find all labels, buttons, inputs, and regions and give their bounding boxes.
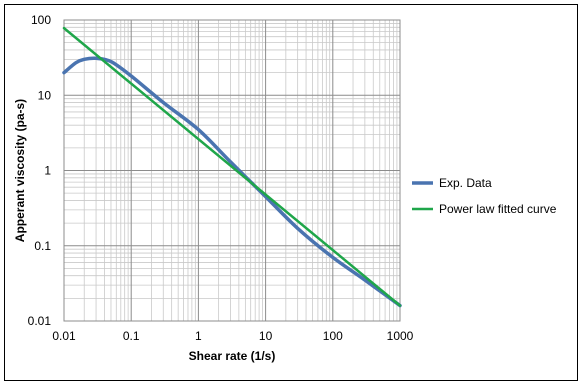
y-tick-label: 1 (44, 164, 51, 178)
x-tick-label: 1000 (387, 329, 414, 343)
series-line-exp-data (62, 56, 402, 308)
x-tick-label: 0.1 (123, 329, 140, 343)
y-axis-title: Apperant viscosity (pa-s) (13, 99, 27, 242)
x-tick-label: 0.01 (52, 329, 76, 343)
y-tick-label: 10 (38, 88, 52, 102)
x-tick-labels: 0.01 0.1 1 10 100 1000 (52, 329, 413, 343)
legend-label: Power law fitted curve (439, 202, 557, 216)
x-tick-label: 1 (195, 329, 202, 343)
series-layer (62, 26, 402, 308)
legend: Exp. Data Power law fitted curve (412, 176, 557, 216)
y-tick-labels: 0.01 0.1 1 10 100 (28, 13, 52, 328)
series-line-power-law-fit (62, 26, 402, 307)
x-tick-label: 10 (259, 329, 273, 343)
x-axis-title: Shear rate (1/s) (189, 349, 276, 363)
chart-frame (4, 4, 578, 381)
y-tick-label: 0.01 (28, 314, 52, 328)
legend-label: Exp. Data (439, 176, 492, 190)
y-tick-label: 100 (31, 13, 51, 27)
plot-area-border (63, 19, 401, 322)
y-tick-label: 0.1 (34, 239, 51, 253)
x-tick-label: 100 (323, 329, 343, 343)
